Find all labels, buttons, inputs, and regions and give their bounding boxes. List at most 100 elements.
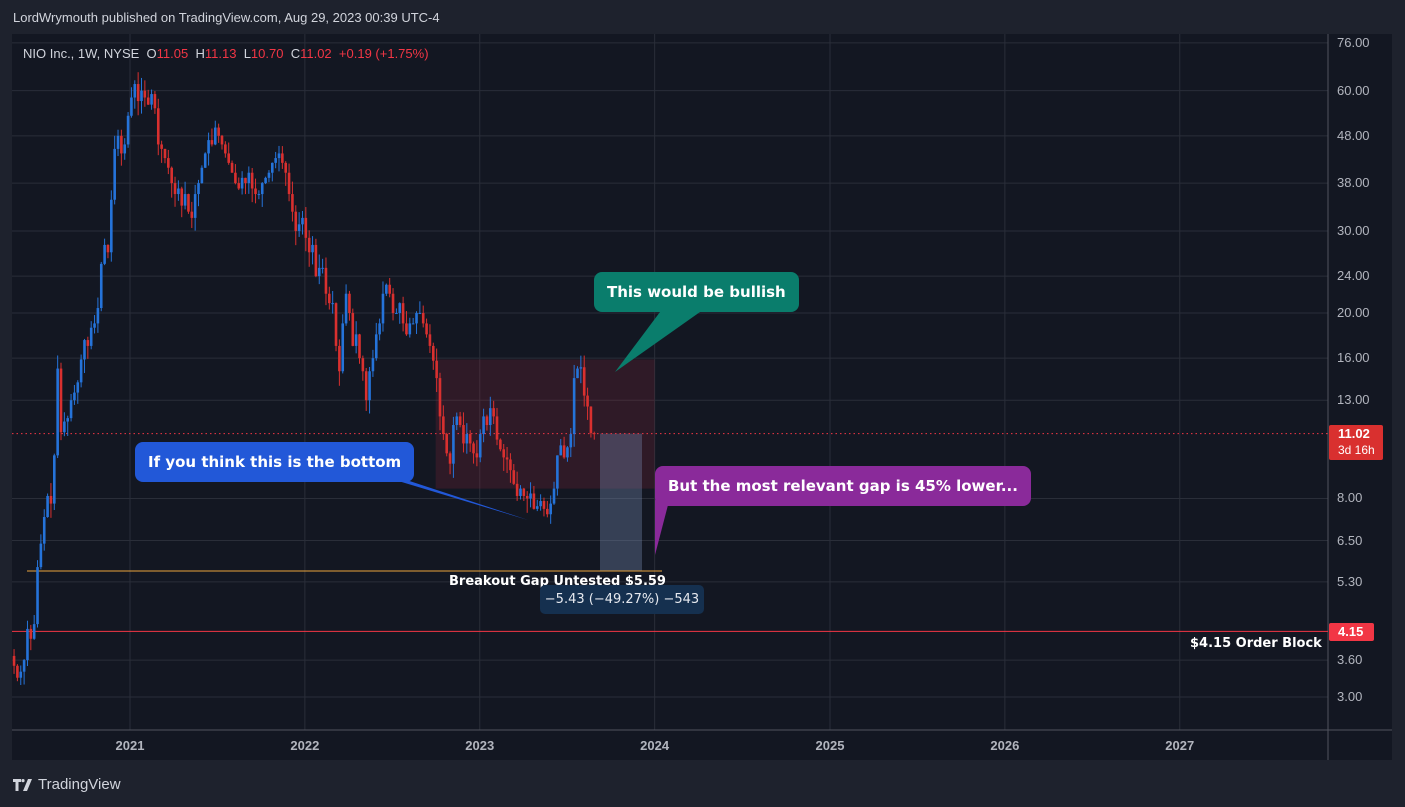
candle-body	[334, 303, 338, 346]
measure-range	[600, 433, 642, 572]
candle-body	[307, 237, 311, 253]
candle-body	[103, 244, 106, 264]
candle-body	[398, 303, 402, 314]
candle-body	[79, 359, 83, 383]
price-tick-label: 60.00	[1337, 82, 1370, 98]
candle-body	[391, 293, 395, 314]
candle-body	[116, 135, 120, 149]
current-price-value: 11.02	[1338, 426, 1370, 441]
candle-body	[113, 148, 116, 200]
candle-body	[341, 323, 345, 372]
candle-body	[153, 94, 157, 109]
annotation-bottom[interactable]: If you think this is the bottom	[135, 442, 415, 482]
candle-body	[374, 334, 378, 359]
candle-body	[193, 194, 197, 218]
candle-body	[220, 135, 224, 145]
candle-body	[294, 211, 298, 231]
candle-body	[210, 140, 214, 145]
candle-body	[452, 425, 455, 464]
candle-body	[52, 455, 56, 504]
candle-body	[36, 567, 39, 625]
candle-body	[532, 493, 536, 509]
candle-body	[586, 395, 589, 407]
candle-body	[519, 488, 522, 496]
candle-body	[69, 400, 73, 419]
annotation-gap[interactable]: But the most relevant gap is 45% lower..…	[655, 466, 1031, 506]
candle-body	[304, 217, 308, 238]
low-value: 10.70	[250, 46, 284, 61]
candle-body	[485, 416, 489, 426]
candle-body	[368, 371, 371, 401]
candle-body	[180, 188, 184, 206]
candle-body	[110, 199, 113, 253]
candle-body	[465, 434, 469, 444]
candle-body	[442, 416, 445, 435]
order-block-label: $4.15 Order Block	[1190, 636, 1322, 651]
candle-body	[86, 340, 90, 346]
candle-body	[331, 303, 334, 305]
candle-body	[19, 671, 23, 678]
candle-body	[183, 194, 187, 206]
price-tick-label: 76.00	[1337, 34, 1370, 50]
candle-body	[492, 408, 495, 417]
candle-body	[187, 194, 190, 212]
candle-body	[167, 158, 170, 168]
candle-body	[22, 660, 26, 672]
candle-body	[478, 434, 482, 458]
price-tick-label: 16.00	[1337, 350, 1370, 366]
candle-body	[200, 167, 204, 184]
candle-body	[16, 665, 19, 678]
price-tick-label: 3.60	[1337, 652, 1363, 668]
candle-body	[579, 367, 583, 369]
candle-body	[177, 188, 180, 195]
candle-body	[230, 162, 234, 173]
published-caption: LordWrymouth published on TradingView.co…	[13, 10, 440, 25]
candle-body	[421, 313, 425, 324]
measure-label: −5.43 (−49.27%) −543	[540, 585, 704, 614]
candle-body	[364, 371, 368, 401]
candle-body	[515, 483, 519, 496]
candle-body	[566, 447, 569, 458]
candle-body	[59, 368, 63, 433]
candle-body	[371, 358, 375, 372]
candle-body	[445, 434, 449, 454]
candle-body	[150, 94, 153, 105]
time-tick-label: 2023	[465, 738, 495, 753]
candle-body	[264, 177, 267, 184]
price-tick-label: 20.00	[1337, 305, 1370, 321]
callout-tail-bullish	[615, 312, 700, 372]
candle-body	[468, 434, 472, 444]
candle-body	[42, 517, 46, 544]
candle-body	[592, 433, 596, 435]
time-tick-label: 2022	[290, 738, 320, 753]
low-label: L	[243, 46, 251, 61]
candle-body	[411, 323, 415, 325]
candle-body	[388, 284, 391, 294]
candle-body	[26, 628, 29, 661]
candle-body	[542, 501, 546, 509]
candle-body	[529, 493, 532, 499]
order-block-price-tag: 4.15	[1329, 623, 1374, 641]
candle-body	[431, 345, 435, 361]
candle-body	[281, 153, 284, 163]
annotation-bullish[interactable]: This would be bullish	[594, 272, 799, 312]
candle-body	[475, 453, 479, 458]
candle-body	[549, 503, 552, 515]
price-tick-label: 5.30	[1337, 573, 1363, 589]
candle-body	[120, 135, 123, 154]
candle-body	[156, 108, 160, 145]
candle-body	[415, 313, 418, 324]
zone-rectangle	[435, 359, 655, 489]
time-tick-label: 2027	[1165, 738, 1195, 753]
candle-body	[39, 543, 43, 568]
candle-body	[32, 624, 36, 639]
candle-body	[143, 90, 147, 98]
candle-body	[99, 263, 103, 309]
candle-body	[525, 495, 529, 499]
candle-body	[260, 183, 264, 195]
candle-body	[378, 323, 381, 335]
price-tick-label: 38.00	[1337, 175, 1370, 191]
tradingview-logo[interactable]: TradingView	[13, 776, 121, 793]
candle-body	[291, 194, 294, 212]
